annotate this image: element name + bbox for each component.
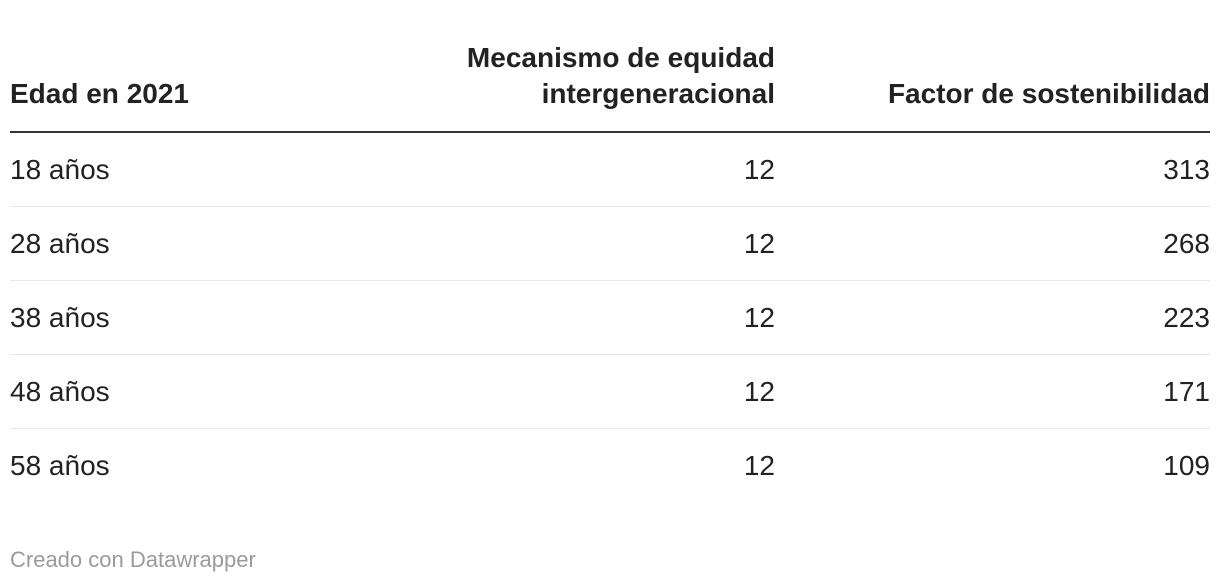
cell-edad: 38 años — [10, 280, 466, 355]
cell-edad: 48 años — [10, 354, 466, 429]
cell-factor: 109 — [775, 428, 1210, 502]
cell-mecanismo: 12 — [466, 280, 775, 355]
table-row: 18 años 12 313 — [10, 132, 1210, 207]
datawrapper-attribution-link[interactable]: Creado con Datawrapper — [10, 547, 256, 572]
column-header-mecanismo: Mecanismo de equidad intergeneracional — [466, 0, 775, 133]
cell-mecanismo: 12 — [466, 206, 775, 281]
datawrapper-table-container: Edad en 2021 Mecanismo de equidad interg… — [10, 0, 1210, 502]
table-header: Edad en 2021 Mecanismo de equidad interg… — [10, 0, 1210, 133]
table-row: 48 años 12 171 — [10, 354, 1210, 429]
table-footer: Creado con Datawrapper — [0, 502, 1220, 573]
table-row: 58 años 12 109 — [10, 428, 1210, 502]
cell-edad: 28 años — [10, 206, 466, 281]
table-row: 28 años 12 268 — [10, 206, 1210, 281]
cell-mecanismo: 12 — [466, 428, 775, 502]
column-header-mecanismo-line2: intergeneracional — [541, 78, 775, 109]
cell-mecanismo: 12 — [466, 354, 775, 429]
cell-mecanismo: 12 — [743, 154, 775, 185]
column-header-edad: Edad en 2021 — [10, 0, 466, 133]
cell-factor: 171 — [775, 354, 1210, 429]
cell-factor: 223 — [775, 280, 1210, 355]
cell-edad: 58 años — [10, 428, 466, 502]
cell-factor: 313 — [1163, 154, 1210, 185]
column-header-mecanismo-line1: Mecanismo de equidad — [466, 42, 775, 73]
data-table: Edad en 2021 Mecanismo de equidad interg… — [10, 0, 1210, 502]
header-row: Edad en 2021 Mecanismo de equidad interg… — [10, 0, 1210, 133]
table-row: 38 años 12 223 — [10, 280, 1210, 355]
cell-factor: 268 — [775, 206, 1210, 281]
cell-edad: 18 años — [10, 154, 110, 185]
column-header-factor: Factor de sostenibilidad — [775, 0, 1210, 133]
table-body: 18 años 12 313 28 años 12 268 38 años 12… — [10, 132, 1210, 502]
